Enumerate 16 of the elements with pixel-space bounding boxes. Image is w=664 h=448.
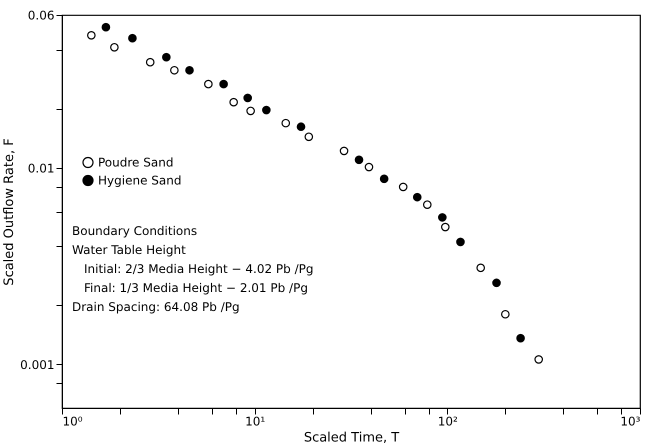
annotation: Drain Spacing: 64.08 Pb /Pg xyxy=(72,300,240,314)
x-tick-label: 10¹ xyxy=(245,414,266,428)
y-tick-label: 0.06 xyxy=(28,8,54,22)
annotation: Initial: 2/3 Media Height − 4.02 Pb /Pg xyxy=(84,262,314,276)
x-axis-title: Scaled Time, T xyxy=(304,430,400,446)
legend-label: Poudre Sand xyxy=(98,155,174,170)
y-tick-label: 0.01 xyxy=(28,161,54,176)
x-tick-label: 10³ xyxy=(620,414,641,428)
annotation: Final: 1/3 Media Height − 2.01 Pb /Pg xyxy=(84,281,308,296)
annotation: Water Table Height xyxy=(72,243,186,258)
annotation: Boundary Conditions xyxy=(72,224,198,238)
y-axis-title: Scaled Outflow Rate, F xyxy=(2,138,18,286)
x-tick-label: 10⁰ xyxy=(62,414,83,428)
x-tick-label: 10² xyxy=(438,414,458,428)
legend-label: Hygiene Sand xyxy=(98,173,182,188)
y-tick-label: 0.001 xyxy=(20,358,54,372)
